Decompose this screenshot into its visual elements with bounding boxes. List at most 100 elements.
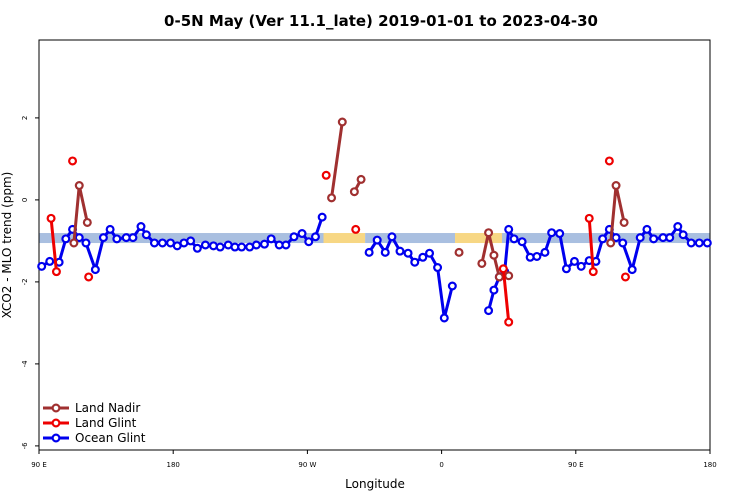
chart-title: 0-5N May (Ver 11.1_late) 2019-01-01 to 2…: [164, 12, 598, 30]
data-point-ocean-glint: [418, 252, 428, 262]
data-point-ocean-glint: [702, 238, 712, 248]
data-point-ocean-glint: [90, 265, 100, 275]
y-axis-label: XCO2 - MLO trend (ppm): [0, 172, 14, 319]
data-point-ocean-glint: [649, 234, 659, 244]
data-point-land-nadir: [494, 272, 504, 282]
data-point-land-nadir: [82, 217, 92, 227]
data-point-ocean-glint: [433, 263, 443, 273]
data-point-ocean-glint: [215, 242, 225, 252]
data-point-land-nadir: [327, 193, 337, 203]
y-axis: -6 -4 -2 0 2: [21, 116, 39, 450]
x-tick-label: 180: [703, 461, 716, 469]
x-tick-label: 90 E: [568, 461, 584, 469]
data-point-ocean-glint: [618, 238, 628, 248]
series-layer: [37, 117, 712, 327]
data-point-ocean-glint: [149, 238, 159, 248]
data-point-ocean-glint: [642, 224, 652, 234]
series-line-land-glint: [49, 218, 58, 272]
y-tick-label: -6: [21, 442, 29, 450]
band-segment: [365, 233, 456, 244]
series-line-land-glint: [501, 268, 511, 323]
series-line-ocean-glint: [367, 235, 454, 320]
data-point-ocean-glint: [504, 224, 514, 234]
data-point-ocean-glint: [509, 234, 519, 244]
data-point-ocean-glint: [635, 233, 645, 243]
data-point-land-nadir: [356, 174, 366, 184]
data-point-ocean-glint: [98, 233, 108, 243]
data-point-ocean-glint: [297, 229, 307, 239]
data-point-land-glint: [321, 170, 331, 180]
data-point-ocean-glint: [317, 212, 327, 222]
y-tick-label: 0: [21, 198, 29, 202]
data-point-ocean-glint: [251, 240, 261, 250]
series-line-land-nadir: [330, 121, 344, 199]
series-ocean-glint: [37, 212, 712, 323]
data-point-land-glint: [351, 224, 361, 234]
x-axis-label: Longitude: [345, 477, 405, 491]
data-point-ocean-glint: [304, 237, 314, 247]
data-point-ocean-glint: [81, 238, 91, 248]
data-point-ocean-glint: [540, 247, 550, 257]
data-point-land-glint: [588, 267, 598, 277]
band-segment: [39, 233, 324, 244]
data-point-ocean-glint: [484, 306, 494, 316]
y-tick-label: -2: [21, 278, 29, 285]
data-point-ocean-glint: [694, 238, 704, 248]
data-point-ocean-glint: [37, 261, 47, 271]
data-point-ocean-glint: [678, 230, 688, 240]
data-point-ocean-glint: [237, 242, 247, 252]
data-point-land-nadir: [611, 181, 621, 191]
legend-marker-ocean-glint: [51, 433, 61, 443]
data-point-land-glint: [46, 213, 56, 223]
data-point-land-glint: [51, 267, 61, 277]
data-point-ocean-glint: [489, 285, 499, 295]
data-point-land-nadir: [504, 271, 514, 281]
y-tick-label: 2: [21, 116, 29, 120]
data-point-ocean-glint: [310, 232, 320, 242]
data-point-ocean-glint: [665, 233, 675, 243]
band-segment: [323, 233, 366, 244]
data-point-land-nadir: [69, 238, 79, 248]
data-point-ocean-glint: [517, 237, 527, 247]
legend-label-land-nadir: Land Nadir: [75, 401, 140, 415]
data-point-ocean-glint: [447, 281, 457, 291]
data-point-land-glint: [498, 264, 508, 274]
x-tick-label: 90 E: [31, 461, 47, 469]
data-point-land-nadir: [337, 117, 347, 127]
data-point-ocean-glint: [439, 313, 449, 323]
data-point-land-nadir: [349, 187, 359, 197]
data-point-ocean-glint: [259, 239, 269, 249]
y-tick-label: -4: [21, 360, 29, 368]
legend-label-ocean-glint: Ocean Glint: [75, 431, 146, 445]
data-point-land-glint: [584, 213, 594, 223]
series-land-nadir: [69, 117, 629, 282]
data-point-ocean-glint: [200, 240, 210, 250]
data-point-ocean-glint: [364, 247, 374, 257]
data-point-ocean-glint: [157, 238, 167, 248]
data-point-ocean-glint: [45, 256, 55, 266]
data-point-ocean-glint: [547, 228, 557, 238]
data-point-land-glint: [604, 156, 614, 166]
series-line-land-nadir: [480, 231, 501, 278]
data-point-ocean-glint: [598, 234, 608, 244]
data-point-ocean-glint: [128, 233, 138, 243]
data-point-ocean-glint: [532, 251, 542, 261]
data-point-land-nadir: [484, 228, 494, 238]
data-point-ocean-glint: [395, 246, 405, 256]
data-point-ocean-glint: [686, 238, 696, 248]
data-point-ocean-glint: [112, 234, 122, 244]
data-point-ocean-glint: [561, 264, 571, 274]
data-point-ocean-glint: [555, 229, 565, 239]
data-point-ocean-glint: [141, 230, 151, 240]
data-point-land-nadir: [454, 247, 464, 257]
data-point-land-nadir: [619, 217, 629, 227]
data-point-ocean-glint: [105, 224, 115, 234]
data-point-ocean-glint: [289, 232, 299, 242]
data-point-ocean-glint: [403, 248, 413, 258]
data-point-land-glint: [84, 272, 94, 282]
legend-label-land-glint: Land Glint: [75, 416, 137, 430]
data-point-land-nadir: [74, 181, 84, 191]
data-point-ocean-glint: [673, 222, 683, 232]
data-point-land-nadir: [477, 258, 487, 268]
